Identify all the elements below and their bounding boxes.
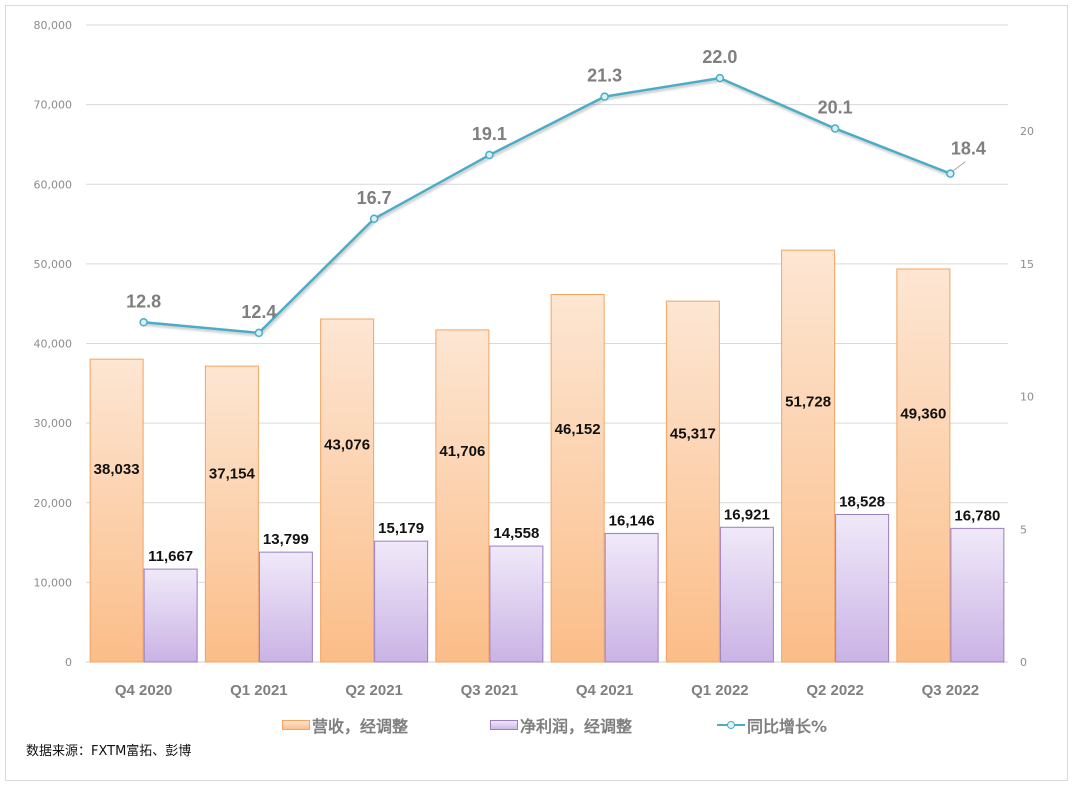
revenue-bar [550,294,605,663]
net-profit-data-label: 16,921 [724,506,770,523]
revenue-data-label: 38,033 [94,461,140,478]
combo-chart: 0 10,000 20,000 30,000 40,000 50,000 60,000 70,… [34,19,1035,699]
growth-point [600,92,609,101]
category-label: Q3 2021 [461,682,519,699]
right-tick-label: 10 [1020,391,1034,404]
growth-point [946,169,955,178]
revenue-data-label: 45,317 [670,425,716,442]
legend-label-growth: 同比增长% [747,717,828,736]
left-tick-label: 50,000 [34,258,73,271]
growth-data-label: 21.3 [587,66,622,86]
growth-point [715,73,725,83]
right-tick-label: 5 [1020,523,1027,536]
left-tick-label: 60,000 [34,178,73,191]
bars: 38,033 11,667 37,154 13,799 43,076 15,179 41,7… [89,249,1005,663]
left-tick-label: 80,000 [34,19,73,32]
left-tick-label: 30,000 [34,417,73,430]
legend-item-growth[interactable]: 同比增长% [717,712,827,738]
legend-label-revenue: 营收，经调整 [312,717,409,736]
revenue-data-label: 51,728 [785,394,831,411]
category-label: Q1 2021 [230,682,288,699]
left-axis: 0 10,000 20,000 30,000 40,000 50,000 60,000 70,… [34,19,73,669]
net-profit-bar [143,568,198,663]
legend: 营收，经调整 净利润，经调整 同比增长% [0,712,1080,738]
revenue-data-label: 49,360 [900,405,946,422]
revenue-bar [204,365,259,663]
growth-point [485,150,494,160]
legend-item-revenue[interactable]: 营收，经调整 [282,712,408,738]
revenue-bar [435,329,490,663]
left-tick-label: 70,000 [34,99,73,112]
left-tick-label: 0 [65,656,72,669]
growth-data-label: 20.1 [818,98,853,118]
net-profit-data-label: 16,146 [609,512,655,529]
legend-label-net-profit: 净利润，经调整 [520,717,633,736]
right-tick-label: 0 [1020,656,1027,669]
growth-point [369,214,379,224]
label-leader-line [953,161,966,172]
category-label: Q2 2021 [345,682,403,699]
left-tick-label: 10,000 [34,576,73,589]
growth-data-label: 22.0 [702,47,737,67]
net-profit-data-label: 15,179 [378,520,424,537]
revenue-bar [89,358,144,663]
legend-swatch-revenue [282,720,310,730]
revenue-bar [320,318,375,663]
left-tick-label: 40,000 [34,338,73,351]
right-tick-label: 20 [1020,125,1034,138]
revenue-bar [781,249,836,663]
net-profit-data-label: 14,558 [493,525,539,542]
legend-swatch-net-profit [490,720,518,730]
net-profit-data-label: 11,667 [148,548,193,565]
source-note: 数据来源：FXTM富拓、彭博 [26,744,192,759]
growth-data-label: 12.8 [126,291,161,311]
revenue-bar [896,268,951,663]
growth-point [254,328,264,338]
growth-data-label: 16.7 [357,188,392,208]
category-label: Q3 2022 [922,682,980,699]
net-profit-data-label: 13,799 [263,531,309,548]
x-axis: Q4 2020 Q1 2021 Q2 2021 Q3 2021 Q4 2021 Q1 20… [115,682,979,699]
net-profit-bar [258,551,313,663]
legend-item-net-profit[interactable]: 净利润，经调整 [490,712,632,738]
right-axis: 0 5 10 15 20 [1020,125,1034,669]
growth-line-path [143,76,951,335]
revenue-data-label: 37,154 [209,466,256,483]
legend-line-marker-icon [717,720,745,730]
category-label: Q2 2022 [806,682,864,699]
net-profit-bar [719,526,774,663]
revenue-data-label: 46,152 [555,421,601,438]
net-profit-data-label: 16,780 [954,507,1000,524]
net-profit-bar [374,540,429,663]
revenue-data-label: 43,076 [324,436,370,453]
growth-line: 12.8 12.4 16.7 19.1 21.3 22.0 20.1 18.4 [126,47,986,338]
revenue-data-label: 41,706 [439,443,485,460]
growth-data-label: 19.1 [472,124,507,144]
growth-data-label: 18.4 [951,139,986,159]
net-profit-bar [604,532,659,663]
growth-data-label: 12.4 [241,302,276,322]
net-profit-bar [835,513,890,663]
category-label: Q4 2021 [576,682,634,699]
growth-point [139,318,148,327]
net-profit-data-label: 18,528 [839,493,885,510]
category-label: Q1 2022 [691,682,749,699]
growth-point [830,124,840,133]
right-tick-label: 15 [1020,258,1034,271]
category-label: Q4 2020 [115,682,173,699]
revenue-bar [665,300,720,663]
net-profit-bar [489,545,544,663]
net-profit-bar [950,527,1005,663]
left-tick-label: 20,000 [34,497,73,510]
